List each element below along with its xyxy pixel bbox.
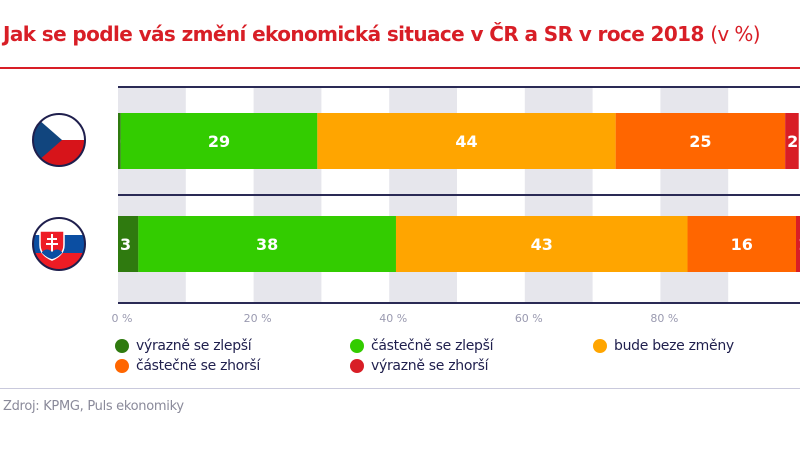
x-tick-label: 40 % — [379, 312, 407, 325]
bar-segment — [687, 216, 796, 272]
bar-segment — [796, 216, 800, 272]
bar-chart: 0 %20 %40 %60 %80 %0,4294425233843161 — [32, 86, 800, 325]
legend-label: bude beze změny — [614, 338, 734, 354]
data-label: 16 — [731, 235, 753, 254]
x-tick-label: 80 % — [650, 312, 678, 325]
bar-segment — [317, 113, 616, 169]
bar-segment — [785, 113, 799, 169]
data-label: 1 — [798, 235, 800, 254]
x-tick-label: 60 % — [515, 312, 543, 325]
bar-segment — [395, 216, 688, 272]
flag-border — [32, 217, 86, 271]
title-rule — [0, 67, 800, 69]
flag-body — [33, 218, 85, 270]
legend-item: bude beze změny — [593, 338, 734, 354]
data-label: 2 — [787, 132, 798, 151]
bar-segment — [120, 113, 318, 169]
bar-segment — [118, 216, 139, 272]
double-cross — [46, 234, 58, 252]
legend-label: částečně se zlepší — [371, 338, 494, 354]
flag-body — [33, 114, 85, 166]
chart-title: Jak se podle vás změní ekonomická situac… — [3, 22, 761, 46]
title-unit: (v %) — [710, 22, 760, 46]
hills — [42, 249, 62, 259]
source-note: Zdroj: KPMG, Puls ekonomiky — [3, 399, 184, 414]
data-label: 38 — [256, 235, 278, 254]
footer-divider — [0, 388, 800, 389]
bar-segment — [138, 216, 396, 272]
bar-segment — [118, 113, 121, 169]
legend-dot-icon — [115, 359, 129, 373]
legend-label: částečně se zhorší — [136, 358, 260, 374]
title-text: Jak se podle vás změní ekonomická situac… — [3, 22, 704, 46]
legend-item: výrazně se zlepší — [115, 338, 252, 354]
flag-border — [32, 113, 86, 167]
legend-dot-icon — [350, 339, 364, 353]
legend-item: výrazně se zhorší — [350, 358, 488, 374]
legend-dot-icon — [593, 339, 607, 353]
legend-label: výrazně se zhorší — [371, 358, 489, 374]
data-label: 29 — [208, 132, 230, 151]
legend-dot-icon — [350, 359, 364, 373]
slovak-flag-icon — [32, 217, 86, 271]
legend-dot-icon — [115, 339, 129, 353]
data-label: 3 — [120, 235, 131, 254]
x-tick-label: 20 % — [244, 312, 272, 325]
data-label: 44 — [455, 132, 477, 151]
x-tick-label: 0 % — [112, 312, 133, 325]
legend-item: částečně se zhorší — [115, 358, 260, 374]
data-label: 43 — [531, 235, 553, 254]
czech-flag-icon — [32, 113, 86, 167]
bar-segment — [615, 113, 786, 169]
legend-label: výrazně se zlepší — [136, 338, 252, 354]
legend-item: částečně se zlepší — [350, 338, 493, 354]
data-label: 25 — [689, 132, 711, 151]
